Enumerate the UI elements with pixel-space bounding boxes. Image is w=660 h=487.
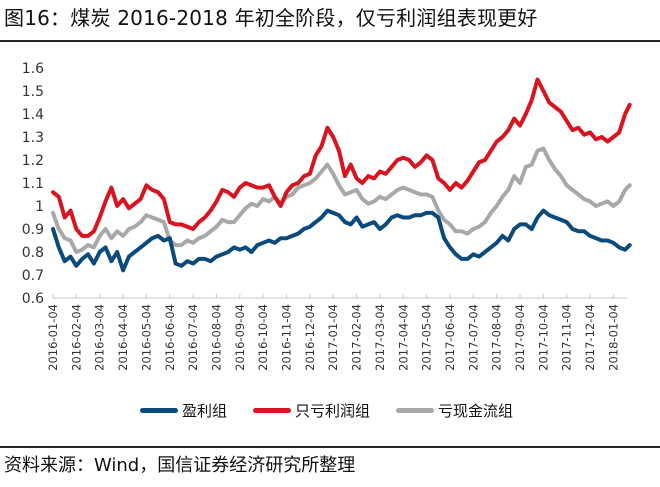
- series-cashflow-loss-line: [51, 146, 632, 254]
- x-tick-label: 2016-10-04: [256, 304, 270, 371]
- x-tick-label: 2017-02-04: [350, 304, 364, 371]
- x-tick-label: 2016-04-04: [116, 304, 130, 371]
- y-tick-label: 1: [35, 199, 44, 215]
- y-tick-label: 1.6: [22, 61, 44, 77]
- series-profit-line: [51, 208, 632, 273]
- y-tick-label: 1.2: [22, 153, 44, 169]
- y-tick-label: 0.6: [22, 291, 44, 307]
- x-tick-label: 2016-06-04: [163, 304, 177, 371]
- legend-label-profit-loss-only: 只亏利润组: [295, 402, 371, 420]
- top-divider: [0, 40, 660, 42]
- x-tick-label: 2017-09-04: [513, 304, 527, 371]
- y-tick-label: 1.5: [22, 84, 44, 100]
- y-tick-label: 1.4: [22, 107, 44, 123]
- series-profit-loss-only-line: [51, 77, 632, 238]
- x-tick-label: 2016-08-04: [209, 304, 223, 371]
- legend-label-cashflow-loss: 亏现金流组: [438, 402, 514, 420]
- x-tick-label: 2016-12-04: [303, 304, 317, 371]
- x-tick-label: 2016-09-04: [233, 304, 247, 371]
- x-tick-label: 2017-06-04: [443, 304, 457, 371]
- legend-swatch-profit-loss-only: [253, 408, 292, 413]
- legend-item-profit: 盈利组: [140, 400, 227, 421]
- legend: 盈利组 只亏利润组 亏现金流组: [140, 400, 513, 421]
- x-tick-label: 2017-12-04: [583, 304, 597, 371]
- x-tick-label: 2016-01-04: [46, 304, 60, 371]
- x-tick-label: 2016-02-04: [69, 304, 83, 371]
- y-axis: 0.6 0.7 0.8 0.9 1 1.1 1.2 1.3 1.4 1.5 1.6: [22, 61, 44, 307]
- bottom-divider: [0, 446, 660, 448]
- source-note: 资料来源：Wind，国信证券经济研究所整理: [4, 455, 356, 476]
- x-tick-label: 2016-07-04: [186, 304, 200, 371]
- x-tick-label: 2016-11-04: [280, 304, 294, 371]
- x-tick-label: 2017-04-04: [396, 304, 410, 371]
- legend-swatch-cashflow-loss: [396, 408, 435, 413]
- y-tick-label: 0.8: [22, 245, 44, 261]
- x-axis: 2016-01-04 2016-02-04 2016-03-04 2016-04-04…: [46, 294, 628, 371]
- legend-label-profit: 盈利组: [182, 402, 228, 420]
- y-tick-label: 0.7: [22, 268, 44, 284]
- x-tick-label: 2018-01-04: [606, 304, 620, 371]
- y-tick-label: 1.3: [22, 130, 44, 146]
- legend-item-cashflow-loss: 亏现金流组: [396, 400, 513, 421]
- x-tick-label: 2017-03-04: [373, 304, 387, 371]
- series-layer: [51, 77, 632, 273]
- y-tick-label: 0.9: [22, 222, 44, 238]
- legend-item-profit-loss-only: 只亏利润组: [253, 400, 370, 421]
- x-tick-label: 2016-03-04: [93, 304, 107, 371]
- legend-swatch-profit: [140, 408, 178, 413]
- x-tick-label: 2017-10-04: [536, 304, 550, 371]
- x-tick-label: 2016-05-04: [139, 304, 153, 371]
- y-tick-label: 1.1: [22, 176, 44, 192]
- x-tick-label: 2017-05-04: [420, 304, 434, 371]
- x-tick-label: 2017-01-04: [326, 304, 340, 371]
- x-tick-label: 2017-07-04: [466, 304, 480, 371]
- x-tick-label: 2017-08-04: [490, 304, 504, 371]
- x-tick-label: 2017-11-04: [560, 304, 574, 371]
- chart-title: 图16：煤炭 2016-2018 年初全阶段，仅亏利润组表现更好: [4, 6, 538, 30]
- line-chart: 0.6 0.7 0.8 0.9 1 1.1 1.2 1.3 1.4 1.5 1.6 2016-01-…: [22, 61, 632, 371]
